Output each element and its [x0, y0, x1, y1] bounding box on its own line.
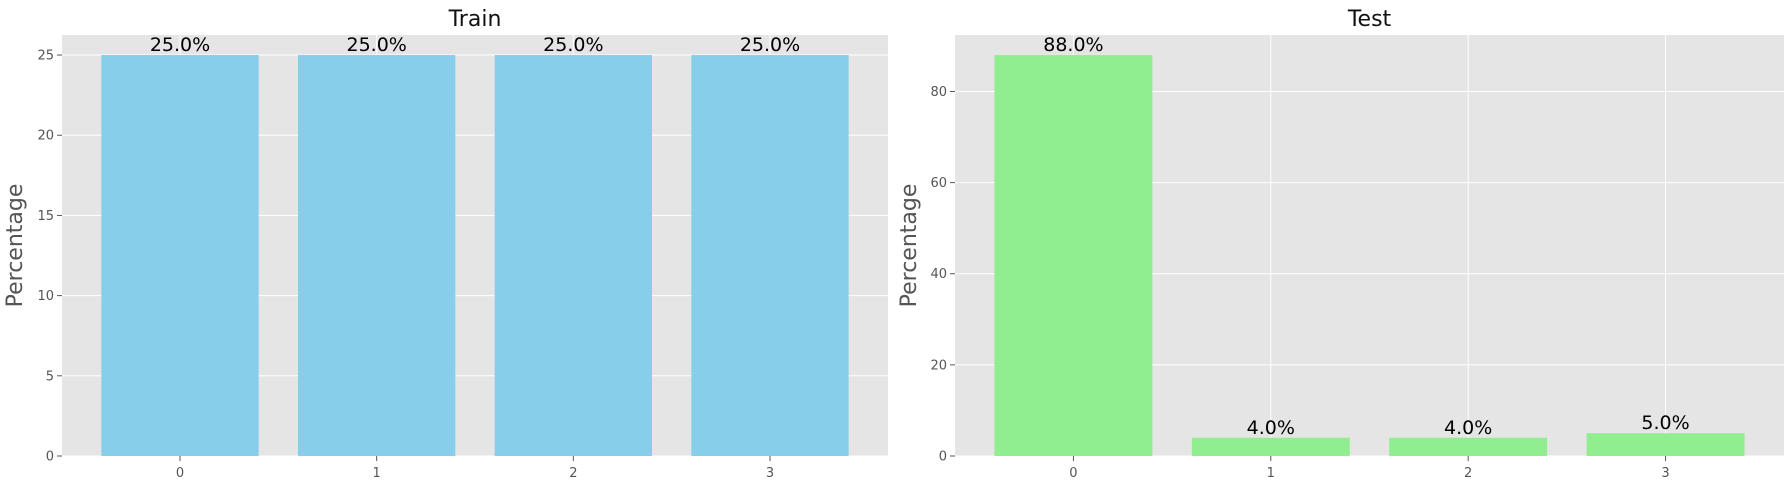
x-tick-label: 2	[569, 466, 577, 481]
y-axis-title: Percentage	[3, 184, 28, 308]
data-label: 25.0%	[346, 34, 406, 56]
data-label: 4.0%	[1444, 417, 1492, 439]
x-tick-label: 0	[176, 466, 184, 481]
bar	[1191, 437, 1350, 456]
y-tick-label: 15	[37, 209, 54, 224]
y-tick-label: 20	[930, 358, 947, 373]
chart-title: Test	[1347, 7, 1392, 32]
y-tick-label: 60	[930, 176, 947, 191]
bar	[494, 55, 652, 457]
bar	[1389, 437, 1548, 456]
bar	[101, 55, 259, 457]
data-label: 25.0%	[740, 34, 800, 56]
y-axis-title: Percentage	[897, 184, 922, 308]
x-tick-label: 3	[1661, 466, 1669, 481]
bar	[298, 55, 456, 457]
y-tick-label: 40	[930, 267, 947, 282]
bar	[994, 55, 1153, 457]
chart-title: Train	[448, 7, 502, 32]
data-label: 25.0%	[150, 34, 210, 56]
y-tick-label: 0	[939, 450, 947, 465]
x-tick-label: 2	[1464, 466, 1472, 481]
data-label: 88.0%	[1043, 34, 1103, 56]
y-tick-label: 10	[37, 289, 54, 304]
bar	[691, 55, 849, 457]
x-tick-label: 0	[1069, 466, 1077, 481]
y-tick-label: 0	[46, 450, 54, 465]
data-label: 25.0%	[543, 34, 603, 56]
x-tick-label: 1	[373, 466, 381, 481]
train-chart: 0 5 10 15 20 25 0 1 2 3 25.0% 25.0% 25.0% 25.0% Train P…	[3, 7, 888, 481]
y-tick-label: 20	[37, 129, 54, 144]
test-chart: 0 20 40 60 80 0 1 2 3 88.0% 4.0% 4.0% 5.0% Test Percen…	[897, 7, 1784, 481]
data-label: 4.0%	[1247, 417, 1295, 439]
y-tick-label: 25	[37, 49, 54, 64]
bar	[1586, 433, 1745, 456]
x-tick-label: 3	[766, 466, 774, 481]
data-label: 5.0%	[1641, 412, 1689, 434]
y-tick-label: 5	[46, 369, 54, 384]
y-tick-label: 80	[930, 85, 947, 100]
x-tick-label: 1	[1267, 466, 1275, 481]
